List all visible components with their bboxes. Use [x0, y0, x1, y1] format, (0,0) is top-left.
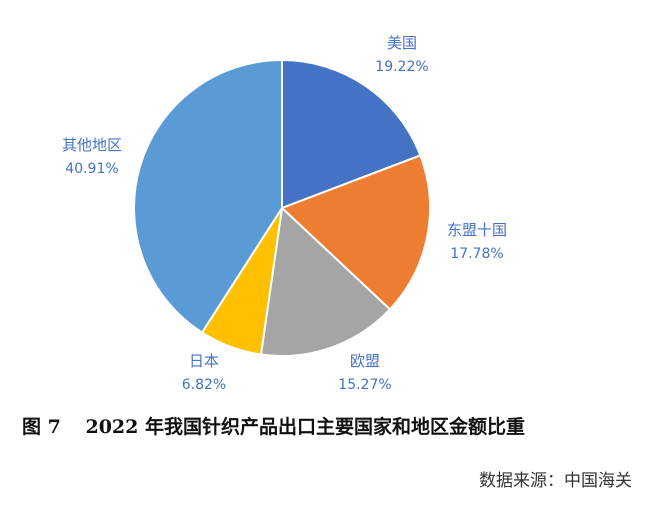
slice-value-us: 19.22%: [375, 59, 428, 75]
pie-slice-other: [133, 58, 283, 334]
figure-title: 2022 年我国针织产品出口主要国家和地区金额比重: [85, 416, 525, 438]
slice-label-asean: 东盟十国: [447, 221, 507, 239]
pie-labels: 美国 19.22% 东盟十国 17.78% 欧盟 15.27% 日本 6.82% 其他地区 40.…: [62, 34, 507, 393]
slice-value-asean: 17.78%: [450, 246, 503, 262]
slice-value-eu: 15.27%: [338, 377, 391, 393]
pie-slices: [133, 58, 431, 357]
slice-label-us: 美国: [387, 34, 417, 52]
pie-slice-asean: [280, 154, 431, 311]
slice-label-japan: 日本: [189, 352, 219, 370]
figure-caption: 图 7 2022 年我国针织产品出口主要国家和地区金额比重: [22, 412, 525, 439]
pie-slice-us: [281, 58, 422, 210]
slice-label-eu: 欧盟: [350, 352, 380, 370]
slice-label-other: 其他地区: [62, 136, 122, 154]
figure-number: 图 7: [22, 416, 61, 438]
slice-value-other: 40.91%: [65, 161, 118, 177]
data-source: 数据来源：中国海关: [479, 471, 632, 491]
pie-slice-eu: [259, 205, 392, 357]
pie-chart: 美国 19.22% 东盟十国 17.78% 欧盟 15.27% 日本 6.82% 其他地区 40.…: [62, 34, 507, 393]
slice-value-japan: 6.82%: [182, 377, 226, 393]
